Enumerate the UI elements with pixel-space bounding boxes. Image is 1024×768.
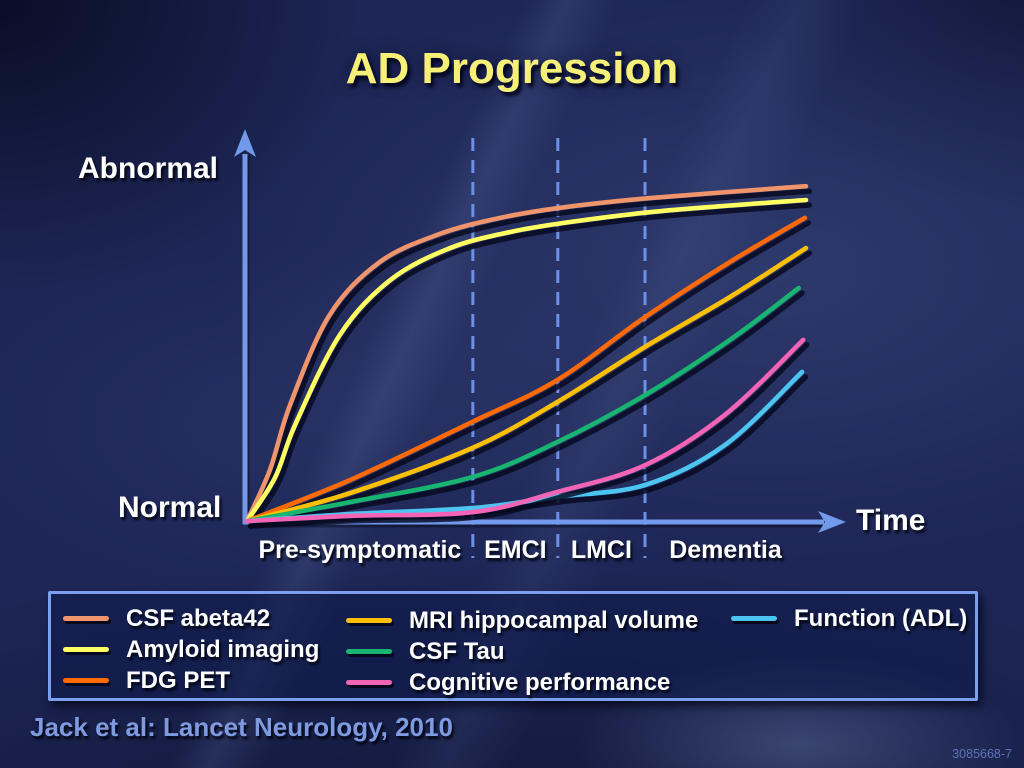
legend-swatch-amyloid-imaging [63, 647, 109, 652]
curve-shadow-mri-hippocampal-volume [247, 250, 813, 529]
legend-label: Cognitive performance [409, 668, 671, 696]
curve-shadow-cognitive-performance [247, 342, 810, 529]
legend-label: CSF Tau [409, 637, 505, 665]
biomarker-curves [244, 183, 813, 529]
curve-shadow-fdg-pet [247, 220, 811, 529]
legend-label: Function (ADL) [794, 604, 968, 632]
slide-title: AD Progression [345, 44, 679, 93]
y-axis-bottom-label: Normal [118, 491, 222, 524]
legend-swatch-csf-tau [346, 649, 392, 654]
legend-box: CSF abeta42 Amyloid imaging FDG PET MRI … [48, 591, 978, 701]
x-axis-arrowhead [818, 511, 846, 533]
stage-label: Pre-symptomatic [258, 536, 462, 564]
legend-item: Amyloid imaging [63, 635, 320, 663]
legend-item: CSF abeta42 [63, 604, 319, 632]
legend-item: MRI hippocampal volume [346, 606, 699, 634]
legend-label: FDG PET [126, 666, 231, 694]
curve-mri-hippocampal-volume [244, 245, 809, 524]
legend-swatch-mri-hippocampal-volume [346, 618, 392, 623]
legend-swatch-function-adl [731, 616, 777, 621]
y-axis-arrowhead [234, 129, 256, 157]
stage-label: LMCI [570, 536, 632, 564]
stage-label: EMCI [484, 536, 547, 564]
legend-item: Function (ADL) [731, 604, 968, 632]
legend-column: Function (ADL) [731, 604, 968, 632]
citation: Jack et al: Lancet Neurology, 2010 [30, 712, 453, 742]
curve-cognitive-performance [244, 337, 806, 524]
legend-item: FDG PET [63, 666, 319, 694]
legend-label: MRI hippocampal volume [409, 606, 699, 634]
curve-shadow-csf-tau [247, 290, 805, 529]
stage-label: Dementia [669, 536, 782, 564]
curve-csf-tau [244, 285, 801, 524]
legend-label: CSF abeta42 [126, 604, 271, 632]
curve-csf-abeta42 [244, 183, 809, 524]
legend-swatch-fdg-pet [63, 678, 109, 683]
legend-column: CSF abeta42 Amyloid imaging FDG PET [63, 604, 320, 694]
legend-swatch-csf-abeta42 [63, 616, 109, 621]
legend-swatch-cognitive-performance [346, 680, 392, 685]
legend-label: Amyloid imaging [126, 635, 320, 663]
curve-amyloid-imaging [244, 197, 809, 524]
x-axis-label: Time [856, 504, 926, 537]
y-axis-top-label: Abnormal [78, 152, 219, 185]
legend-column: MRI hippocampal volume CSF Tau Cognitive… [346, 606, 699, 696]
slide-number: 3085668-7 [952, 747, 1012, 761]
curve-shadow-amyloid-imaging [247, 202, 813, 529]
curve-shadow-csf-abeta42 [247, 188, 813, 529]
legend-item: Cognitive performance [346, 668, 698, 696]
legend-item: CSF Tau [346, 637, 698, 665]
curve-fdg-pet [244, 215, 808, 524]
